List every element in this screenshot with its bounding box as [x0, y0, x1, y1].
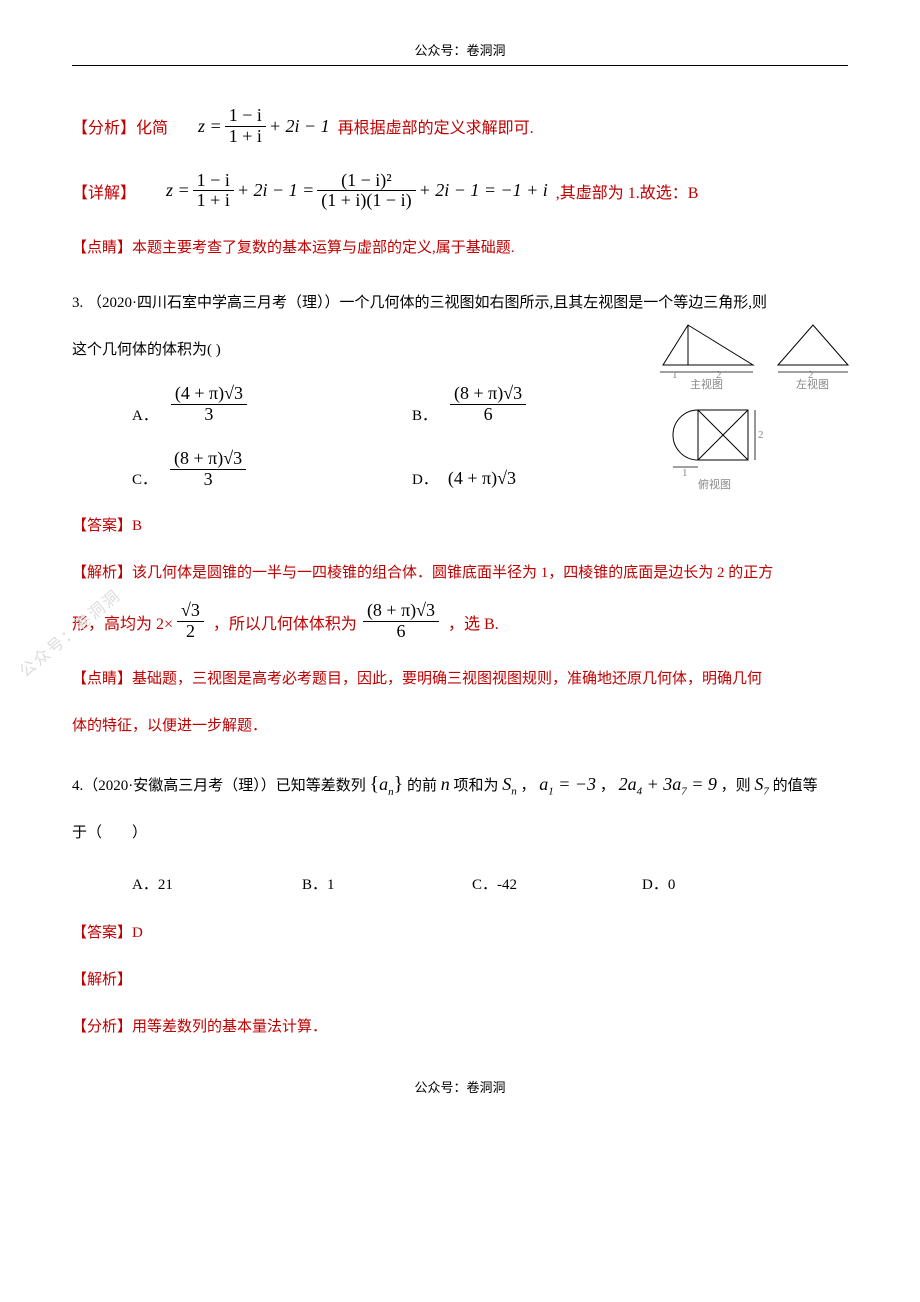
opt-c-label: C．: [132, 468, 157, 489]
q4-Sn: Sn: [502, 774, 517, 794]
frac-den: (1 + i)(1 − i): [317, 191, 415, 211]
svg-text:1: 1: [672, 369, 678, 381]
frac-num: (8 + π)√3: [170, 449, 246, 470]
page-footer: 公众号：卷洞洞: [72, 1077, 848, 1096]
q4-comma: ，: [521, 778, 536, 794]
frac-den: 6: [363, 622, 439, 642]
q4-mid1: 的前: [407, 778, 437, 794]
q3-dianjing-l1: 基础题，三视图是高考必考题目，因此，要明确三视图视图规则，准确地还原几何体，明确…: [132, 671, 762, 687]
q4-comma2: ，: [600, 778, 615, 794]
q4-fenxi-text: 用等差数列的基本量法计算．: [132, 1019, 327, 1035]
q4-answer-val: D: [132, 925, 143, 941]
detail-mid1: + 2i − 1 =: [237, 180, 314, 201]
q3-tail: ，选 B.: [448, 610, 499, 634]
q3-dianjing-l2: 体的特征，以便进一步解题．: [72, 707, 848, 746]
detail-mid2: + 2i − 1 = −1 + i: [419, 180, 548, 201]
q4-optD: D．0: [642, 873, 812, 894]
q3-jiexi-tag: 【解析】: [72, 565, 132, 581]
opt-b-frac: (8 + π)√3 6: [450, 384, 526, 425]
detail-lhs: z =: [166, 180, 190, 201]
opt-a-label: A．: [132, 404, 158, 425]
q3-answer-val: B: [132, 518, 142, 534]
opt-b-label: B．: [412, 404, 437, 425]
q3-jiexi-l2-pre: 形，高均为 2×: [72, 610, 173, 634]
svg-text:2: 2: [758, 429, 764, 441]
q4-optC: C．-42: [472, 873, 642, 894]
frac-num: 1 − i: [193, 171, 234, 192]
q4-mid2: 项和为: [453, 778, 498, 794]
opt-c-frac: (8 + π)√3 3: [170, 449, 246, 490]
svg-text:主视图: 主视图: [690, 377, 723, 391]
q3-dianjing-tag: 【点睛】: [72, 671, 132, 687]
frac-num: (8 + π)√3: [450, 384, 526, 405]
q4-S7: S7: [754, 774, 769, 794]
page-header: 公众号：卷洞洞: [72, 40, 848, 66]
q4-a1: a1 = −3: [539, 774, 596, 794]
detail-frac2: (1 − i)² (1 + i)(1 − i): [317, 171, 415, 212]
frac-den: 3: [170, 470, 246, 490]
q4-optA: A．21: [132, 873, 302, 894]
frac-den: 3: [171, 405, 247, 425]
q3-stem-l1: 3. （2020·四川石室中学高三月考（理））一个几何体的三视图如右图所示,且其…: [72, 284, 848, 323]
detail-tag: 【详解】: [72, 179, 136, 203]
eq-lhs: z =: [198, 116, 222, 137]
svg-text:1: 1: [682, 467, 688, 479]
frac-den: 6: [450, 405, 526, 425]
dianjing-tag: 【点睛】: [72, 240, 132, 256]
frac-num: 1 − i: [225, 106, 266, 127]
q4-stem-l2: 于（ ）: [72, 814, 848, 853]
q3-mid: ，所以几何体体积为: [213, 610, 357, 634]
dianjing-text: 本题主要考查了复数的基本运算与虚部的定义,属于基础题.: [132, 240, 515, 256]
eq-frac: 1 − i 1 + i: [225, 106, 266, 147]
analysis-tag: 【分析】: [72, 114, 136, 138]
q4-fenxi-tag: 【分析】: [72, 1019, 132, 1035]
q4-jiexi-tag: 【解析】: [72, 972, 132, 988]
q4-cond: 2a4 + 3a7 = 9: [619, 774, 717, 794]
q4-stem-pre: 4.（2020·安徽高三月考（理））已知等差数列: [72, 778, 366, 794]
q3-f1: √3 2: [177, 601, 204, 642]
frac-num: √3: [177, 601, 204, 622]
frac-num: (8 + π)√3: [363, 601, 439, 622]
svg-text:左视图: 左视图: [796, 377, 829, 391]
frac-den: 1 + i: [193, 191, 234, 211]
frac-num: (4 + π)√3: [171, 384, 247, 405]
frac-num: (1 − i)²: [317, 171, 415, 192]
q4-optB: B．1: [302, 873, 472, 894]
opt-d-expr: (4 + π)√3: [448, 468, 516, 489]
frac-den: 1 + i: [225, 127, 266, 147]
q4-n: n: [441, 774, 450, 794]
q3-answer-tag: 【答案】: [72, 518, 132, 534]
detail-frac1: 1 − i 1 + i: [193, 171, 234, 212]
eq-tail: + 2i − 1: [269, 116, 330, 137]
q3-jiexi-text: 该几何体是圆锥的一半与一四棱锥的组合体．圆锥底面半径为 1，四棱锥的底面是边长为…: [132, 565, 773, 581]
q3-f2: (8 + π)√3 6: [363, 601, 439, 642]
svg-text:俯视图: 俯视图: [698, 477, 731, 491]
analysis-post: 再根据虚部的定义求解即可.: [338, 114, 534, 138]
opt-d-label: D．: [412, 468, 438, 489]
opt-a-frac: (4 + π)√3 3: [171, 384, 247, 425]
analysis-pre: 化简: [136, 114, 168, 138]
three-view-diagram: 1 2 主视图 2 左视图 2 1 俯视图: [658, 320, 858, 500]
q4-comma3: ，则: [721, 778, 751, 794]
frac-den: 2: [177, 622, 204, 642]
detail-post: ,其虚部为 1.故选：B: [556, 179, 699, 203]
q4-answer-tag: 【答案】: [72, 925, 132, 941]
q4-tail: 的值等: [773, 778, 818, 794]
q4-seq: {an}: [370, 773, 404, 795]
